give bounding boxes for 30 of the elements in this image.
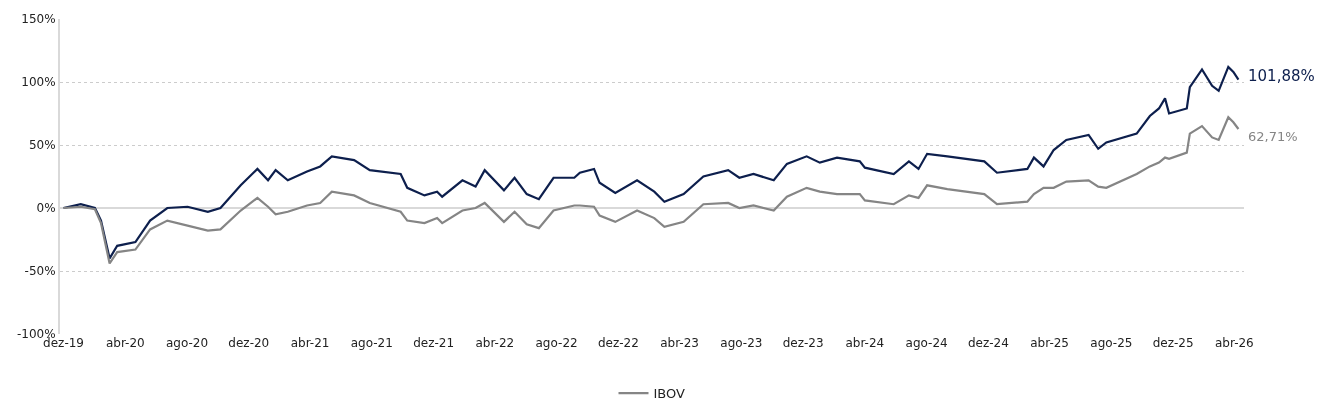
x-tick-label: ago-22 xyxy=(535,336,578,350)
x-tick-label: ago-23 xyxy=(720,336,763,350)
y-tick-label: 50% xyxy=(28,138,56,153)
x-tick-label: ago-21 xyxy=(350,336,393,350)
annotation: 101,88% xyxy=(1248,67,1315,85)
x-tick-label: abr-21 xyxy=(290,336,330,350)
x-tick-label: dez-19 xyxy=(43,336,84,350)
x-tick-label: abr-25 xyxy=(1030,336,1069,350)
x-tick-label: dez-21 xyxy=(413,336,455,350)
y-tick-label: 0% xyxy=(36,201,56,216)
x-tick-label: ago-20 xyxy=(165,336,209,350)
annotation: 62,71% xyxy=(1248,129,1298,144)
x-tick-label: abr-24 xyxy=(845,336,885,350)
y-tick-label: 150% xyxy=(21,12,56,27)
legend-label: IBOV xyxy=(653,386,686,402)
x-tick-label: abr-20 xyxy=(105,336,145,350)
x-tick-label: dez-20 xyxy=(228,336,270,350)
x-tick-label: abr-26 xyxy=(1215,336,1254,350)
line-series xyxy=(62,65,1240,260)
x-tick-label: dez-23 xyxy=(782,336,824,350)
line-series xyxy=(62,116,1240,265)
y-tick-label: -50% xyxy=(24,264,56,279)
x-tick-label: ago-25 xyxy=(1090,336,1133,350)
x-tick-label: dez-25 xyxy=(1152,336,1194,350)
x-tick-label: abr-23 xyxy=(660,336,699,350)
y-tick-label: 100% xyxy=(21,75,56,90)
x-tick-label: abr-22 xyxy=(475,336,515,350)
x-tick-label: dez-22 xyxy=(597,336,639,350)
x-tick-label: dez-24 xyxy=(967,336,1009,350)
x-tick-label: ago-24 xyxy=(905,336,948,350)
